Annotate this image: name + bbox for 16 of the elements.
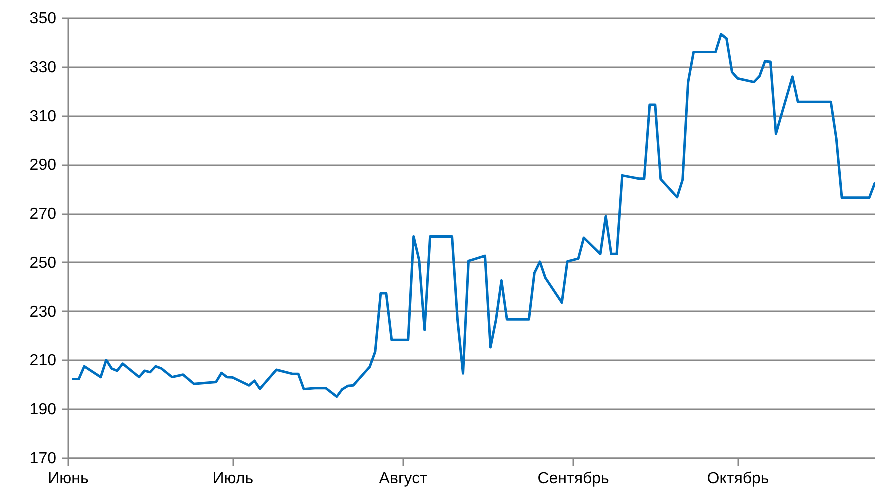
y-tick-label: 290 [30, 157, 57, 174]
y-tick-label: 350 [30, 10, 57, 28]
x-tick-label: Октябрь [707, 470, 770, 488]
x-tick-label: Сентябрь [538, 470, 610, 488]
x-tick-label: Июнь [48, 470, 89, 488]
y-tick-label: 190 [30, 402, 57, 419]
y-tick-label: 310 [30, 108, 57, 126]
x-tick-label: Июль [212, 470, 254, 488]
y-tick-label: 270 [30, 206, 57, 224]
y-tick-label: 330 [30, 59, 57, 76]
y-tick-label: 230 [30, 304, 57, 321]
x-tick-label: Август [379, 470, 428, 488]
y-tick-label: 170 [30, 450, 57, 468]
y-tick-label: 210 [30, 352, 57, 370]
line-series [72, 33, 875, 398]
y-tick-label: 250 [30, 254, 57, 272]
